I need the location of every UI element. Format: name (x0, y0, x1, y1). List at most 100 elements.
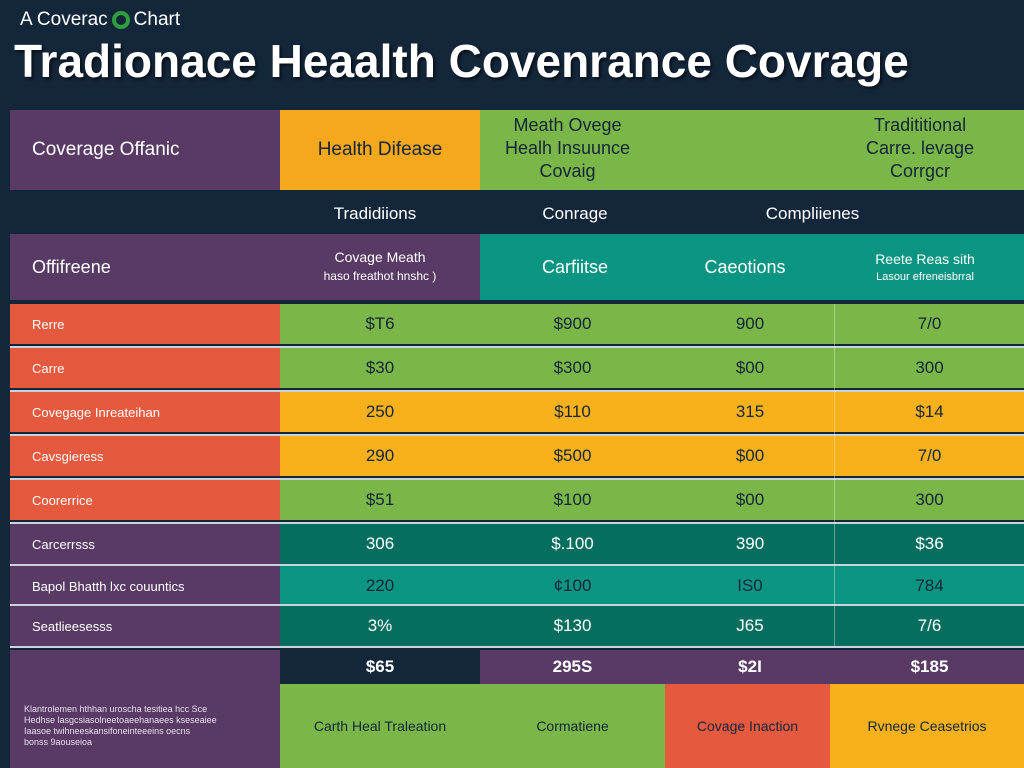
table-cell: $30 (365, 358, 395, 377)
row-divider (10, 522, 1024, 524)
table-cell: 7/0 (917, 314, 942, 333)
header-coverage-cell: Coverage Offanic (10, 110, 280, 190)
footer-cell-1: Carth Heal Traleation (280, 684, 480, 768)
table-cell: $130 (553, 616, 592, 635)
table-cell: 306 (365, 534, 395, 553)
header-traditional-line-3: Corrgcr (889, 161, 950, 181)
table-cell: 300 (915, 358, 944, 377)
table-cell: 3% (367, 616, 393, 635)
table-cell: $00 (735, 446, 765, 465)
table-row (280, 480, 1024, 520)
table-cell: 390 (735, 534, 765, 553)
table-cell: $300 (553, 358, 592, 377)
table-row-label: Carcerrsss (10, 524, 280, 564)
header-reete-line-1: Reete Reas sith (875, 251, 975, 267)
header-caeotions: Caeotions (704, 256, 786, 277)
table-cell: $900 (553, 314, 592, 333)
table-row-label: Covegage Inreateihan (10, 392, 280, 432)
header-health-cell: Health Difease (280, 110, 480, 190)
header-covage-meath: Covage Meath haso freathot hnshc ) (300, 248, 460, 286)
table-cell: $51 (365, 490, 395, 509)
table-row (280, 566, 1024, 606)
header-reete: Reete Reas sith Lasour efreneisbrral (835, 250, 1015, 286)
header-traditional-line-1: Tradititional (873, 115, 967, 135)
footer-note-cell (10, 650, 280, 768)
header-insurance-line-1: Meath Ovege (513, 115, 622, 135)
table-cell: $00 (735, 490, 765, 509)
table-cell: 7/0 (917, 446, 942, 465)
table-cell: $100 (553, 490, 592, 509)
table-cell: 784 (915, 576, 944, 595)
row-divider (10, 478, 1024, 480)
circle-logo-icon (111, 11, 130, 29)
header-traditional-label: Tradititional Carre. levage Corrgcr (830, 114, 1010, 183)
footer-cell-3: Covage Inaction (665, 684, 830, 768)
header-covage-meath-line-2: haso freathot hnshc ) (323, 269, 437, 283)
header-traditional-line-2: Carre. levage (865, 138, 975, 158)
table-row (280, 348, 1024, 388)
table-row-label: Cavsgieress (10, 436, 280, 476)
header-covage-meath-line-1: Covage Meath (334, 249, 426, 265)
row-divider (10, 564, 1024, 566)
total-cell: $185 (910, 657, 949, 676)
table-cell: 220 (365, 576, 395, 595)
subheader-coverage: Conrage (542, 204, 608, 223)
table-cell: 250 (365, 402, 395, 421)
row-divider (10, 346, 1024, 348)
table-cell: 7/6 (917, 616, 942, 635)
table-cell: 300 (915, 490, 944, 509)
total-cell: $2I (738, 657, 762, 676)
table-row-label: Seatlieesesss (10, 606, 280, 646)
header-insurance-line-3: Covaig (539, 161, 596, 181)
table-row (280, 436, 1024, 476)
row-divider (10, 604, 1024, 606)
footer-note-line-2: Hedhse lasgcsiasolneetoaeehanaees ksesea… (24, 715, 217, 725)
row-divider (10, 434, 1024, 436)
table-cell: $.100 (551, 534, 594, 553)
page-title: Tradionace Heaalth Covenrance Covrage (14, 35, 909, 87)
table-cell: $36 (915, 534, 944, 553)
header-carfiitse: Carfiitse (541, 256, 608, 277)
row-divider (10, 646, 1024, 648)
chart-caption: A Coverac Chart (20, 8, 180, 32)
column-divider (834, 304, 835, 646)
footer-cell-2: Cormatiene (480, 684, 665, 768)
subheader-traditions: Tradidiions (333, 204, 417, 223)
header-insurance-label: Meath Ovege Healh Insuunce Covaig (480, 114, 655, 183)
footer-note: Klantrolemen hthhan uroscha tesitiea hcc… (24, 704, 274, 748)
table-row-label: Rerre (10, 304, 280, 344)
table-cell: ¢100 (553, 576, 592, 595)
table-row (280, 392, 1024, 432)
footer-note-line-4: bonss 9aouseioa (24, 737, 93, 747)
header-green-band (480, 110, 1024, 190)
table-cell: $500 (553, 446, 592, 465)
table-cell: $T6 (365, 314, 395, 333)
header-teal-band (480, 234, 1024, 300)
total-row-band (480, 650, 1024, 684)
header-reete-line-2: Lasour efreneisbrral (876, 271, 974, 283)
row-divider (10, 390, 1024, 392)
table-row (280, 304, 1024, 344)
header-insurance-line-2: Healh Insuunce (504, 138, 631, 158)
table-cell: $110 (554, 402, 591, 421)
header-difference-cell: Offifreene (10, 234, 480, 300)
caption-text-start: A Coverac (20, 9, 108, 30)
table-row-label: Coorerrice (10, 480, 280, 520)
caption-text-end: Chart (133, 9, 181, 30)
table-cell: 900 (735, 314, 765, 333)
subheader-compliance: Compliienes (765, 204, 860, 223)
footer-note-line-1: Klantrolemen hthhan uroscha tesitiea hcc… (24, 704, 208, 714)
table-cell: 315 (735, 402, 765, 421)
header-difference-label: Offifreene (32, 256, 111, 277)
footer-cell-4: Rvnege Ceasetrios (830, 684, 1024, 768)
total-cell: $65 (365, 657, 395, 676)
table-cell: IS0 (737, 576, 763, 595)
table-cell: J65 (736, 616, 764, 635)
footer-note-line-3: Iaasoe twihneeskansifoneinteeeins oecns (24, 726, 191, 736)
table-row (280, 524, 1024, 564)
table-row-label: Carre (10, 348, 280, 388)
table-row-label: Bapol Bhatth lxc couuntics (10, 566, 280, 606)
table-cell: $14 (915, 402, 944, 421)
table-cell: $00 (735, 358, 765, 377)
total-cell: 295S (552, 657, 593, 676)
